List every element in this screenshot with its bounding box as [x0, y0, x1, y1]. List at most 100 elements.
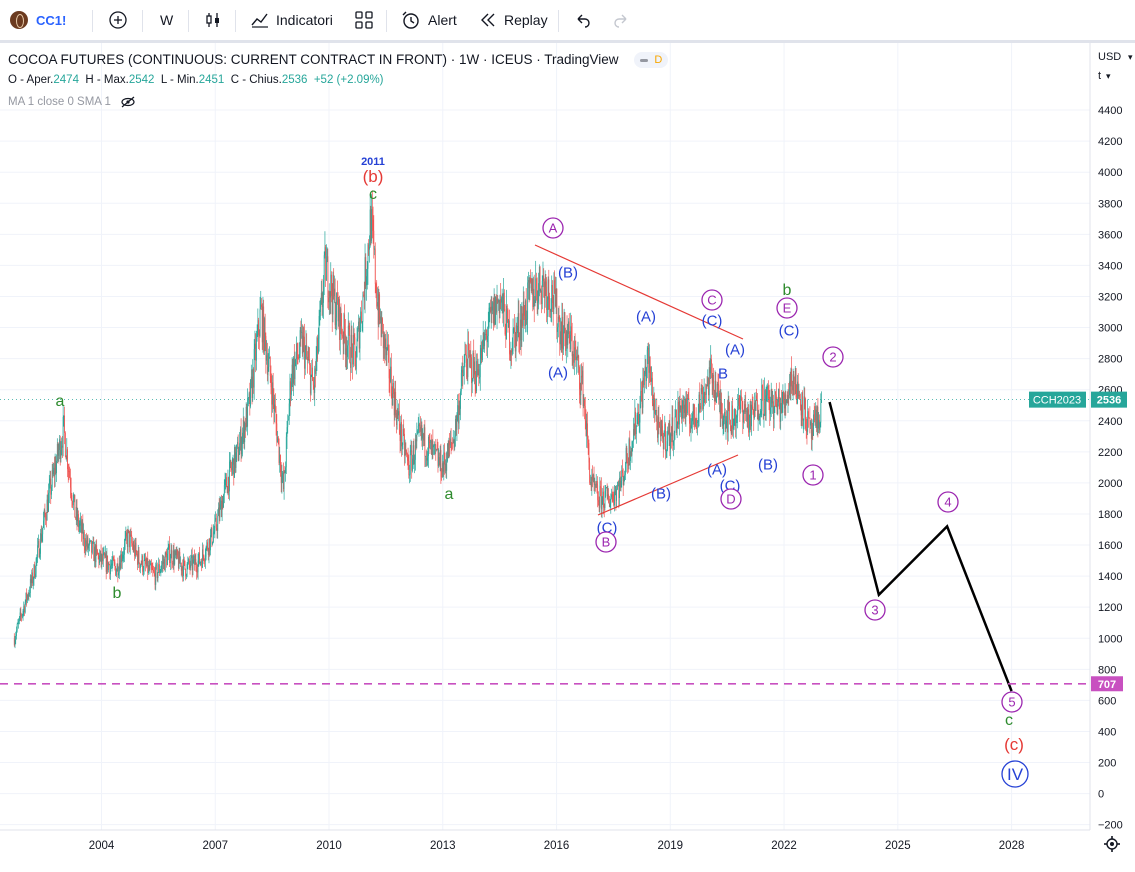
candle-body [351, 334, 353, 346]
candle-body [223, 485, 225, 495]
candle-body [570, 326, 572, 350]
candle-body [625, 447, 627, 472]
candle-body [142, 570, 144, 572]
candle-body [633, 429, 635, 436]
candle-body [289, 381, 291, 404]
candle-body [455, 418, 456, 437]
candle-body [696, 420, 698, 422]
layout-button[interactable] [354, 0, 374, 40]
candle-body [544, 281, 545, 298]
candle-body [581, 370, 583, 378]
candle-body [129, 534, 131, 548]
candle-body [419, 424, 421, 427]
candle-body [789, 381, 791, 387]
candle-body [412, 458, 413, 471]
candle-body [151, 568, 153, 570]
candle-body [386, 347, 388, 356]
price-scale[interactable] [1090, 43, 1135, 830]
compare-button[interactable] [108, 0, 128, 40]
candle-body [796, 397, 798, 404]
candle-body [666, 441, 668, 450]
candle-body [350, 334, 352, 368]
candle-body [101, 554, 103, 563]
wave-label: b [783, 282, 792, 299]
replay-button[interactable]: Replay [478, 0, 548, 40]
candle-body [329, 291, 331, 298]
ma-indicator-legend[interactable]: MA 1 close 0 SMA 1 [8, 96, 136, 108]
indicators-button[interactable]: Indicatori [250, 0, 333, 40]
candle-body [530, 277, 531, 283]
time-scale[interactable] [0, 830, 1135, 867]
candle-body [152, 569, 154, 571]
candle-body [668, 423, 670, 434]
candle-body [381, 318, 383, 338]
eye-hidden-icon[interactable] [120, 96, 136, 108]
candle-body [118, 563, 120, 573]
candle-body [635, 411, 636, 434]
svg-text:2536: 2536 [1097, 395, 1121, 407]
candle-body [593, 474, 595, 485]
undo-button[interactable] [573, 0, 593, 40]
candle-body [731, 405, 733, 434]
candle-body [576, 356, 577, 360]
candle-body [445, 463, 447, 471]
candle-body [519, 319, 521, 341]
currency-dropdown-icon[interactable]: ▾ [1128, 52, 1133, 62]
candle-body [549, 296, 550, 310]
price-tick-label: 3400 [1098, 260, 1122, 272]
triangle-lower-trendline[interactable] [597, 454, 739, 516]
candle-body [404, 449, 406, 456]
candle-body [282, 473, 284, 476]
candle-body [383, 334, 385, 349]
candle-body [102, 553, 104, 562]
data-status-badge[interactable]: D [634, 52, 669, 69]
candle-body [107, 562, 109, 570]
price-tick-label: 1400 [1098, 571, 1122, 583]
candle-body [48, 492, 49, 512]
candle-body [230, 460, 232, 468]
candle-body [431, 440, 432, 455]
candle-body [79, 523, 81, 526]
candle-body [670, 433, 671, 450]
candle-body [465, 353, 467, 355]
candle-body [374, 248, 375, 250]
wave-label-circle [720, 488, 742, 510]
candle-body [474, 361, 475, 375]
candle-body [37, 545, 39, 556]
chart-legend-title[interactable]: COCOA FUTURES (CONTINUOUS: CURRENT CONTR… [8, 52, 669, 69]
candle-body [135, 542, 137, 552]
candle-body [45, 514, 47, 520]
candle-body [534, 299, 536, 307]
candle-body [378, 294, 380, 325]
candle-body [580, 375, 582, 396]
candle-body [50, 478, 52, 495]
candle-body [818, 419, 820, 429]
candle-body [60, 450, 62, 459]
alert-button[interactable]: Alert [400, 0, 457, 40]
candle-body [470, 354, 472, 358]
candle-body [590, 482, 592, 487]
candle-body [601, 496, 603, 510]
candle-body [819, 422, 821, 431]
scale-mode-dropdown-icon[interactable]: ▾ [1106, 71, 1111, 81]
settings-gear-icon[interactable] [1104, 836, 1120, 852]
scale-mode-icon[interactable]: t [1098, 70, 1101, 82]
currency-label[interactable]: USD [1098, 51, 1121, 63]
candle-body [137, 550, 139, 565]
candle-body [34, 564, 36, 578]
projection-path[interactable] [828, 401, 1013, 692]
chart-type-button[interactable] [203, 0, 223, 40]
symbol-search[interactable]: CC1! [10, 0, 66, 40]
candle-body [74, 494, 76, 518]
redo-button[interactable] [611, 0, 631, 40]
triangle-upper-trendline[interactable] [534, 244, 744, 340]
candle-body [621, 470, 623, 481]
chart-area[interactable]: 2011 (b) c a b a A (B) (A) (C) B (A) (B) C (C) (A) B (A)(… [0, 43, 1135, 867]
candle-body [95, 545, 97, 563]
candle-body [398, 411, 399, 416]
candle-body [699, 394, 701, 406]
price-chart[interactable]: 2011(b)cabaA(B)(A)(C)B(A)(B)C(C)(A)B(A)(… [0, 43, 1135, 867]
wave-label-circle [542, 217, 564, 239]
interval-button[interactable]: W [160, 0, 173, 40]
candle-body [565, 333, 566, 351]
